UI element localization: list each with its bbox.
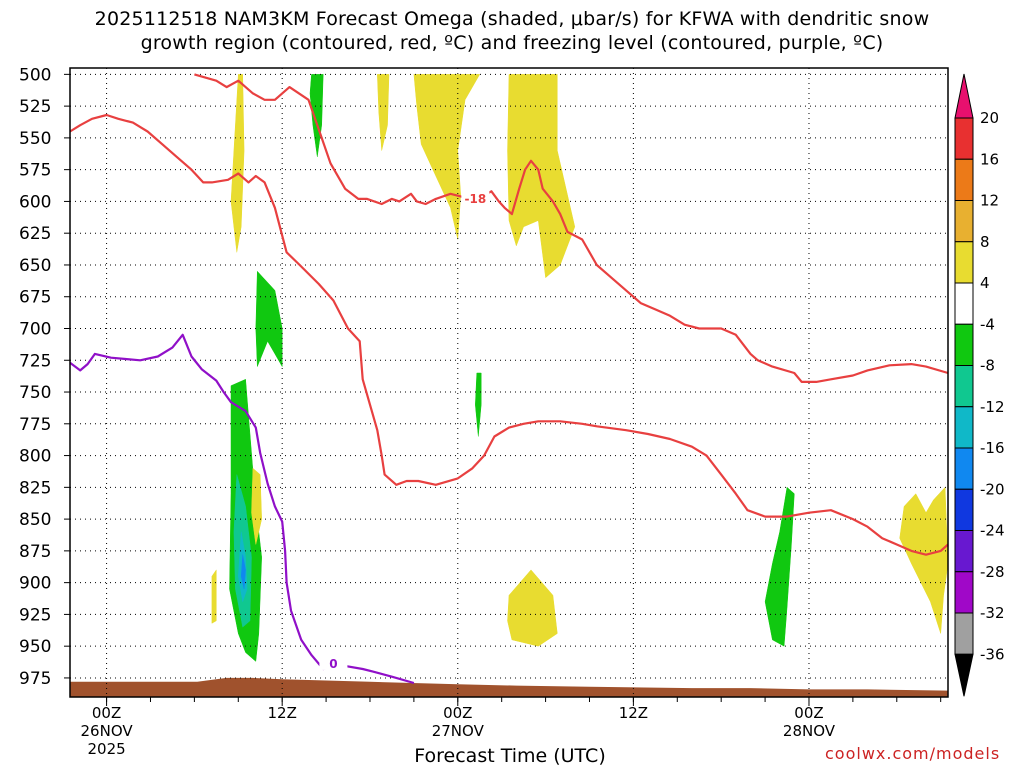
- x-tick-label: 12Z: [619, 704, 648, 722]
- y-tick-label: 850: [19, 510, 51, 530]
- colorbar-segment: [954, 158, 974, 201]
- colorbar-segment: [954, 406, 974, 449]
- omega-region-6: [475, 372, 482, 437]
- omega-region-0: [230, 74, 245, 253]
- y-tick-label: 900: [19, 574, 51, 594]
- contour-label-bg: [461, 190, 490, 205]
- x-axis-label: Forecast Time (UTC): [414, 745, 606, 767]
- y-tick-label: 950: [19, 637, 51, 657]
- colorbar-label: -8: [980, 357, 995, 375]
- colorbar-top-arrow: [954, 73, 974, 119]
- y-tick-label: 775: [19, 415, 51, 435]
- chart-subtitle: growth region (contoured, red, ºC) and f…: [140, 32, 884, 54]
- y-tick-label: 500: [19, 65, 51, 85]
- y-tick-label: 525: [19, 97, 51, 117]
- y-tick-label: 975: [19, 669, 51, 689]
- colorbar: 20 16 12 8 4 -4 -8 -12 -16 -20 -24 -28 -32 -36: [954, 73, 1005, 697]
- contour-label: -18: [464, 192, 486, 206]
- contour-label-bg: [319, 655, 348, 670]
- x-tick-label: 26NOV: [81, 722, 134, 740]
- contour--18: [194, 73, 949, 383]
- colorbar-bottom-arrow: [954, 653, 974, 697]
- y-tick-label: 550: [19, 129, 51, 149]
- y-axis: 500 525 550 575 600 625 650 675 700 725 750 775 800 8…: [19, 65, 70, 689]
- y-tick-label: 600: [19, 192, 51, 212]
- omega-region-15: [899, 486, 949, 634]
- colorbar-segment: [954, 241, 974, 284]
- colorbar-segment: [954, 612, 974, 655]
- colorbar-label: -36: [980, 645, 1005, 663]
- omega-region-12: [211, 569, 217, 624]
- colorbar-segment: [954, 447, 974, 490]
- y-tick-label: 925: [19, 605, 51, 625]
- colorbar-segment: [954, 117, 974, 160]
- colorbar-label: -12: [980, 398, 1005, 416]
- contour-lines: -18 0: [69, 73, 949, 685]
- colorbar-segment: [954, 282, 974, 325]
- colorbar-label: -24: [980, 522, 1005, 540]
- colorbar-label: -32: [980, 604, 1005, 622]
- omega-region-14: [764, 486, 795, 647]
- contour-label: 0: [329, 657, 337, 671]
- omega-region-1: [377, 74, 390, 151]
- y-tick-label: 800: [19, 447, 51, 467]
- x-tick-label: 2025: [87, 740, 125, 758]
- colorbar-label: 16: [980, 150, 999, 168]
- plot-frame: [69, 67, 949, 698]
- omega-region-5: [255, 270, 283, 368]
- omega-region-13: [507, 569, 558, 647]
- colorbar-segment: [954, 365, 974, 408]
- y-tick-label: 725: [19, 351, 51, 371]
- x-tick-label: 28NOV: [783, 722, 836, 740]
- y-tick-label: 675: [19, 288, 51, 308]
- x-tick-label: 00Z: [794, 704, 823, 722]
- terrain-fill: [70, 677, 948, 697]
- terrain-layer: [70, 677, 948, 697]
- omega-region-10: [240, 554, 246, 590]
- colorbar-segment: [954, 530, 974, 573]
- y-tick-label: 875: [19, 542, 51, 562]
- omega-region-11: [251, 467, 262, 545]
- omega-shading: [211, 74, 949, 662]
- omega-region-4: [309, 74, 324, 157]
- x-tick-label: 27NOV: [432, 722, 485, 740]
- omega-region-3: [507, 74, 576, 279]
- y-tick-label: 575: [19, 161, 51, 181]
- colorbar-label: -16: [980, 439, 1005, 457]
- colorbar-segment: [954, 200, 974, 243]
- y-tick-label: 700: [19, 319, 51, 339]
- colorbar-segment: [954, 323, 974, 366]
- y-tick-label: 650: [19, 256, 51, 276]
- colorbar-label: 20: [980, 109, 999, 127]
- x-tick-label: 00Z: [92, 704, 121, 722]
- x-tick-label: 12Z: [267, 704, 296, 722]
- colorbar-segment: [954, 571, 974, 614]
- y-tick-label: 625: [19, 224, 51, 244]
- chart-title: 2025112518 NAM3KM Forecast Omega (shaded…: [94, 8, 930, 30]
- colorbar-segment: [954, 488, 974, 531]
- colorbar-label: 8: [980, 233, 990, 251]
- colorbar-label: 4: [980, 274, 990, 292]
- x-tick-label: 00Z: [443, 704, 472, 722]
- colorbar-label: -4: [980, 315, 995, 333]
- y-tick-label: 750: [19, 383, 51, 403]
- colorbar-label: -28: [980, 563, 1005, 581]
- colorbar-label: 12: [980, 192, 999, 210]
- y-tick-label: 825: [19, 478, 51, 498]
- contour--18w: [69, 113, 949, 556]
- credit-text: coolwx.com/models: [825, 744, 1001, 763]
- omega-region-2: [413, 74, 481, 240]
- colorbar-label: -20: [980, 480, 1005, 498]
